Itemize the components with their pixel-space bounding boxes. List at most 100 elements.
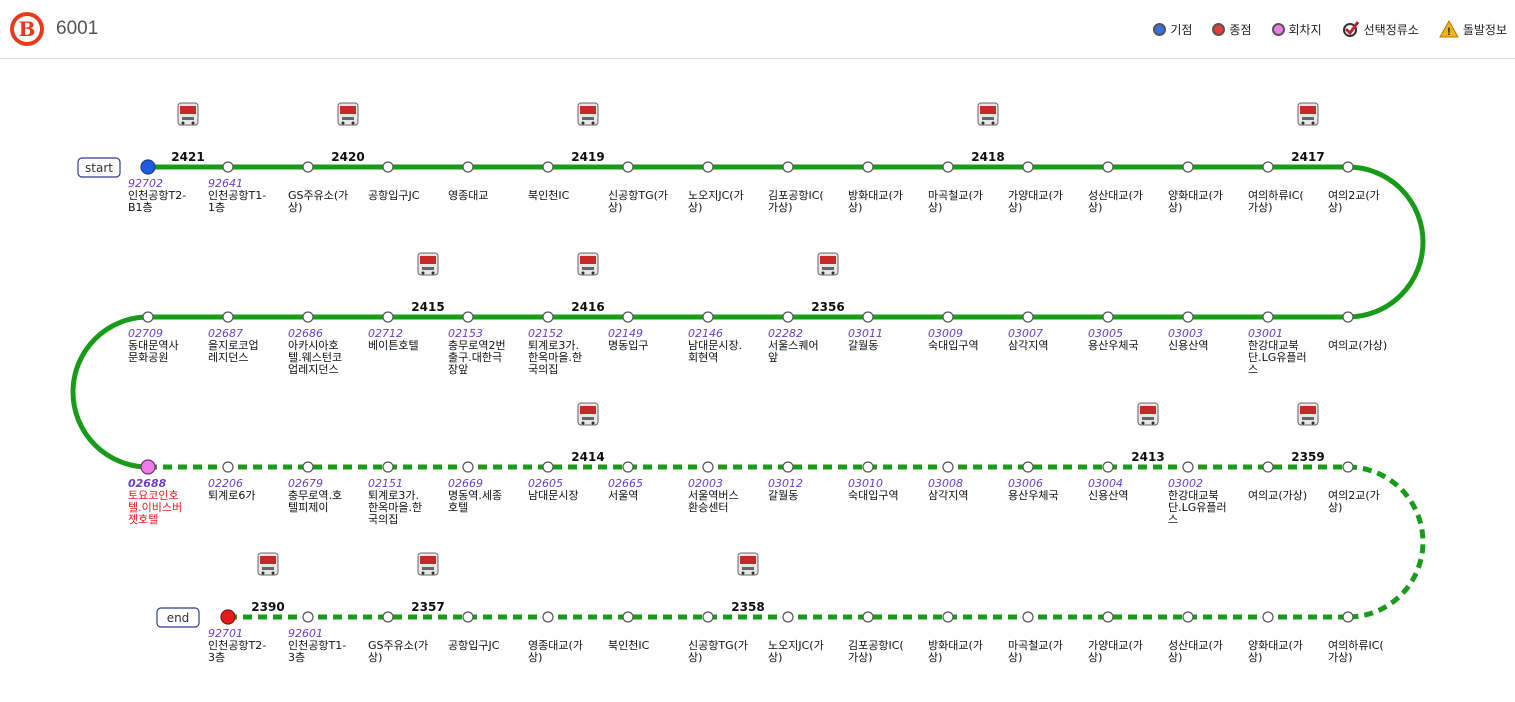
bus-icon[interactable] xyxy=(977,102,999,126)
bus-number: 2414 xyxy=(571,450,604,464)
bus-icon[interactable] xyxy=(417,252,439,276)
stop-marker[interactable] xyxy=(1102,161,1114,173)
stop-number: 92702 xyxy=(128,177,163,190)
stop-marker[interactable] xyxy=(220,609,236,625)
bus-icon[interactable] xyxy=(577,102,599,126)
stop-marker[interactable] xyxy=(622,611,634,623)
stop-marker[interactable] xyxy=(1342,461,1354,473)
stop-marker[interactable] xyxy=(1182,611,1194,623)
stop-marker[interactable] xyxy=(142,311,154,323)
bus-icon[interactable] xyxy=(337,102,359,126)
header-bar: B 6001 기점 종점 회차지 선택정류소! 돌발정보 xyxy=(0,0,1515,59)
bus-number: 2356 xyxy=(811,300,844,314)
stop-marker[interactable] xyxy=(1342,311,1354,323)
stop-name: 여의2교(가 xyxy=(1328,189,1380,202)
legend-label: 회차지 xyxy=(1288,22,1322,37)
stop-name: 가양대교(가 xyxy=(1008,189,1063,202)
bus-icon[interactable] xyxy=(257,552,279,576)
stop-name: 상) xyxy=(1328,501,1342,514)
stop-number: 02152 xyxy=(528,327,563,340)
stop-marker[interactable] xyxy=(702,611,714,623)
stop-marker[interactable] xyxy=(1342,611,1354,623)
stop-marker[interactable] xyxy=(942,311,954,323)
bus-icon[interactable] xyxy=(417,552,439,576)
bus-icon[interactable] xyxy=(177,102,199,126)
stop-marker[interactable] xyxy=(222,161,234,173)
bus-icon[interactable] xyxy=(817,252,839,276)
stop-marker[interactable] xyxy=(942,611,954,623)
stop-marker[interactable] xyxy=(542,611,554,623)
stop-marker[interactable] xyxy=(1342,161,1354,173)
stop-marker[interactable] xyxy=(1102,461,1114,473)
stop-name: 가상) xyxy=(1328,651,1353,664)
stop-marker[interactable] xyxy=(542,161,554,173)
stop-marker[interactable] xyxy=(542,461,554,473)
stop-marker[interactable] xyxy=(1262,611,1274,623)
legend-item-4: ! 돌발정보 xyxy=(1438,20,1507,38)
stop-marker[interactable] xyxy=(782,311,794,323)
stop-name: 용산우체국 xyxy=(1008,489,1059,502)
stop-marker[interactable] xyxy=(702,311,714,323)
stop-marker[interactable] xyxy=(222,461,234,473)
stop-marker[interactable] xyxy=(1022,611,1034,623)
stop-marker[interactable] xyxy=(862,311,874,323)
stop-marker[interactable] xyxy=(1022,461,1034,473)
stop-marker[interactable] xyxy=(542,311,554,323)
stop-marker[interactable] xyxy=(782,161,794,173)
stop-marker[interactable] xyxy=(382,461,394,473)
stop-marker[interactable] xyxy=(702,161,714,173)
stop-marker[interactable] xyxy=(140,459,156,475)
stop-name: 레지던스 xyxy=(208,351,248,364)
stop-marker[interactable] xyxy=(1182,161,1194,173)
stop-marker[interactable] xyxy=(862,461,874,473)
stop-marker[interactable] xyxy=(382,311,394,323)
stop-marker[interactable] xyxy=(622,311,634,323)
stop-marker[interactable] xyxy=(862,611,874,623)
stop-marker[interactable] xyxy=(382,611,394,623)
bus-icon[interactable] xyxy=(1137,402,1159,426)
stop-marker[interactable] xyxy=(1102,311,1114,323)
bus-icon[interactable] xyxy=(737,552,759,576)
bus-number: 2420 xyxy=(331,150,364,164)
stop-marker[interactable] xyxy=(302,161,314,173)
stop-marker[interactable] xyxy=(140,159,156,175)
stop-marker[interactable] xyxy=(1262,161,1274,173)
bus-type-logo-icon: B xyxy=(10,12,44,46)
stop-marker[interactable] xyxy=(462,611,474,623)
stop-marker[interactable] xyxy=(462,461,474,473)
stop-marker[interactable] xyxy=(1182,461,1194,473)
stop-number: 03009 xyxy=(928,327,963,340)
stop-name: 영종대교(가 xyxy=(528,639,583,652)
stop-marker[interactable] xyxy=(782,611,794,623)
stop-marker[interactable] xyxy=(1262,461,1274,473)
bus-icon[interactable] xyxy=(1297,402,1319,426)
route-curve xyxy=(1347,464,1426,620)
stop-name: 한강대교북 xyxy=(1248,339,1299,352)
stop-marker[interactable] xyxy=(302,311,314,323)
stop-marker[interactable] xyxy=(222,311,234,323)
stop-marker[interactable] xyxy=(1022,311,1034,323)
stop-marker[interactable] xyxy=(862,161,874,173)
stop-marker[interactable] xyxy=(1182,311,1194,323)
stop-marker[interactable] xyxy=(1102,611,1114,623)
bus-icon[interactable] xyxy=(577,402,599,426)
stop-marker[interactable] xyxy=(1022,161,1034,173)
stop-marker[interactable] xyxy=(462,161,474,173)
stop-marker[interactable] xyxy=(1262,311,1274,323)
bus-icon[interactable] xyxy=(1297,102,1319,126)
stop-marker[interactable] xyxy=(302,461,314,473)
stop-marker[interactable] xyxy=(462,311,474,323)
stop-number: 02679 xyxy=(288,477,323,490)
stop-marker[interactable] xyxy=(942,461,954,473)
bus-icon[interactable] xyxy=(577,252,599,276)
stop-marker[interactable] xyxy=(382,161,394,173)
stop-marker[interactable] xyxy=(942,161,954,173)
turnaround-icon xyxy=(1271,22,1285,36)
stop-name: 양화대교(가 xyxy=(1168,189,1223,202)
stop-marker[interactable] xyxy=(622,161,634,173)
stop-marker[interactable] xyxy=(782,461,794,473)
stop-marker[interactable] xyxy=(302,611,314,623)
stop-marker[interactable] xyxy=(702,461,714,473)
stop-marker[interactable] xyxy=(622,461,634,473)
stop-name: 상) xyxy=(528,651,542,664)
